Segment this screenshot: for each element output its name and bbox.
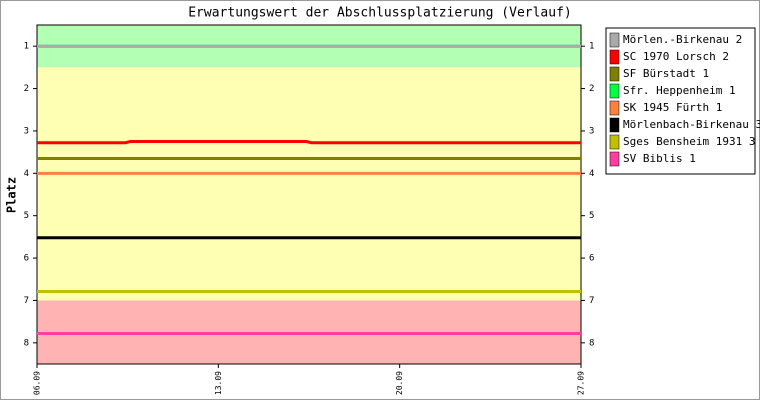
x-tick-label: 27.09 (577, 371, 586, 395)
plot-border (36, 24, 582, 365)
series-line (37, 140, 581, 145)
y-tick-label: 1 (24, 42, 29, 52)
legend-label: SC 1970 Lorsch 2 (623, 50, 729, 63)
y-tick-label-right: 6 (589, 254, 594, 264)
legend-label: Mörlenbach-Birkenau 3 (623, 118, 760, 131)
band (37, 67, 581, 301)
y-tick-label-right: 7 (589, 296, 594, 306)
legend-swatch (609, 151, 620, 167)
legend-swatch (609, 66, 620, 82)
y-tick-label-right: 5 (589, 211, 594, 221)
y-tick-label-right: 4 (589, 169, 594, 179)
y-tick-label-right: 2 (589, 84, 594, 94)
x-tick-label: 06.09 (33, 371, 42, 395)
y-tick-label: 2 (24, 84, 29, 94)
legend-label: SF Bürstadt 1 (623, 67, 709, 80)
x-tick-label: 20.09 (395, 371, 404, 395)
chart-title: Erwartungswert der Abschlussplatzierung … (188, 6, 572, 21)
legend-swatch (609, 100, 620, 116)
legend-label: SK 1945 Fürth 1 (623, 101, 722, 114)
legend-swatch (609, 134, 620, 150)
y-tick-label: 7 (24, 296, 29, 306)
legend-label: Sges Bensheim 1931 3 (623, 135, 755, 148)
x-tick-label: 13.09 (214, 371, 223, 395)
legend-label: Mörlen.-Birkenau 2 (623, 33, 742, 46)
legend-swatch (609, 49, 620, 65)
y-axis-label: Platz (5, 177, 19, 213)
legend-swatch (609, 83, 620, 99)
y-tick-label: 4 (24, 169, 29, 179)
y-tick-label: 8 (24, 338, 29, 348)
legend-swatch (609, 117, 620, 133)
y-tick-label-right: 3 (589, 126, 594, 136)
legend-swatch (609, 32, 620, 48)
y-tick-label: 3 (24, 126, 29, 136)
y-tick-label-right: 8 (589, 338, 594, 348)
y-tick-label: 6 (24, 254, 29, 264)
legend-label: Sfr. Heppenheim 1 (623, 84, 736, 97)
y-tick-label-right: 1 (589, 42, 594, 52)
legend-box (605, 27, 756, 175)
legend-label: SV Biblis 1 (623, 152, 696, 165)
y-tick-label: 5 (24, 211, 29, 221)
